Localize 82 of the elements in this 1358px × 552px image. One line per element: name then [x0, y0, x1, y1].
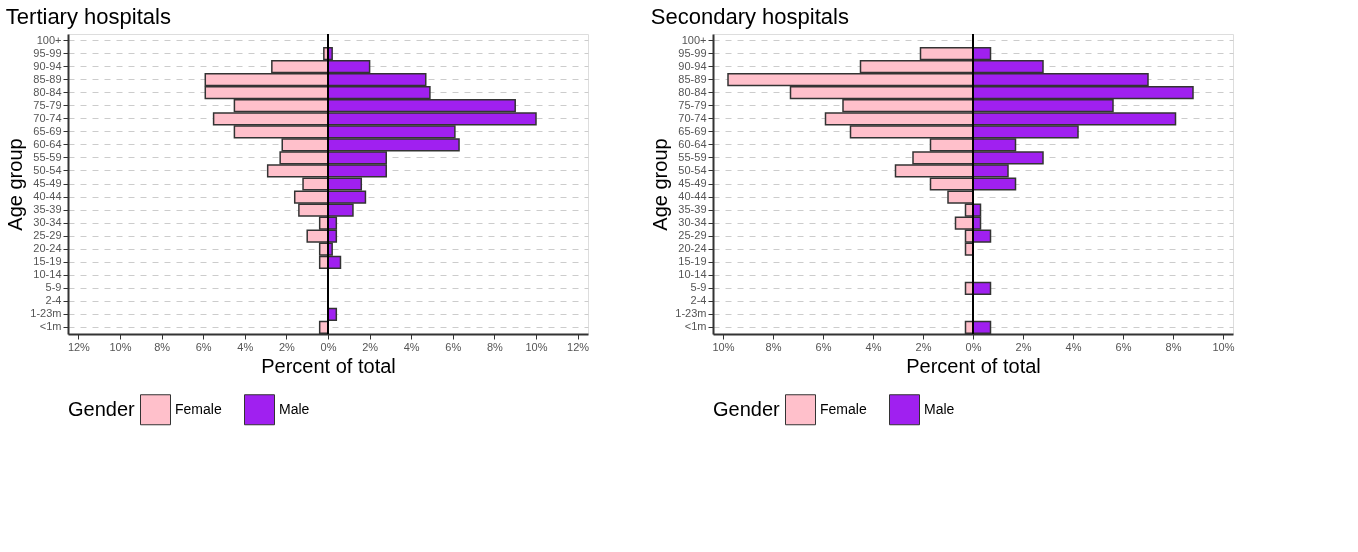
- x-tick-label: 4%: [403, 340, 420, 353]
- x-tick-label: 12%: [67, 340, 91, 353]
- y-axis-title: Age group: [649, 138, 672, 231]
- y-tick-label: 95-99: [33, 46, 62, 59]
- y-tick-label: 80-84: [678, 85, 707, 98]
- y-tick-label: 50-54: [33, 163, 62, 176]
- y-tick-label: 50-54: [678, 163, 707, 176]
- y-tick-label: 100+: [681, 33, 707, 46]
- y-tick-label: 30-34: [33, 216, 62, 229]
- y-tick-label: 65-69: [33, 124, 62, 137]
- y-tick-label: 2-4: [690, 294, 707, 307]
- x-tick-label: 2%: [278, 340, 296, 353]
- legend-label: Female: [175, 400, 222, 417]
- x-tick-label: 0%: [320, 340, 337, 353]
- x-tick-label: 2%: [1015, 340, 1032, 353]
- chart-title: Tertiary hospitals: [5, 4, 171, 29]
- y-tick-label: 100+: [36, 33, 62, 46]
- chart-title: Secondary hospitals: [650, 4, 849, 29]
- y-tick-label: 10-14: [678, 268, 707, 281]
- x-tick-label: 6%: [445, 340, 462, 353]
- x-axis-title: Percent of total: [906, 354, 1041, 377]
- y-tick-label: 90-94: [33, 59, 62, 72]
- y-tick-label: 2-4: [45, 294, 62, 307]
- y-tick-label: 75-79: [678, 98, 707, 111]
- y-tick-label: 15-19: [678, 255, 707, 268]
- x-tick-label: 4%: [237, 340, 254, 353]
- y-tick-label: 40-44: [33, 190, 62, 203]
- x-tick-label: 10%: [525, 340, 548, 353]
- legend-label: Female: [820, 400, 867, 417]
- x-tick-label: 6%: [1115, 340, 1132, 353]
- y-tick-label: 15-19: [33, 255, 62, 268]
- x-axis-title: Percent of total: [261, 354, 396, 377]
- y-tick-label: 25-29: [33, 229, 62, 242]
- x-tick-label: 8%: [1165, 340, 1182, 353]
- x-tick-label: 0%: [965, 340, 982, 353]
- y-tick-label: 20-24: [678, 242, 707, 255]
- y-tick-label: 55-59: [678, 150, 707, 163]
- y-tick-label: 85-89: [33, 72, 62, 85]
- x-tick-label: 12%: [567, 340, 590, 353]
- x-tick-label: 8%: [486, 340, 504, 353]
- y-tick-label: 30-34: [678, 216, 707, 229]
- y-tick-label: 10-14: [33, 268, 62, 281]
- x-tick-label: 4%: [1065, 340, 1082, 353]
- y-axis-title: Age group: [4, 138, 27, 231]
- y-tick-label: 20-24: [33, 242, 62, 255]
- y-tick-label: 85-89: [678, 72, 707, 85]
- legend-title: Gender: [713, 398, 781, 420]
- y-tick-label: 95-99: [678, 46, 707, 59]
- y-tick-label: 45-49: [678, 177, 707, 189]
- y-tick-label: 60-64: [33, 137, 62, 150]
- x-tick-label: 4%: [865, 340, 882, 353]
- y-tick-label: 25-29: [678, 229, 707, 242]
- y-tick-label: 1-23m: [30, 307, 62, 320]
- y-tick-label: <1m: [684, 320, 707, 333]
- y-tick-label: 1-23m: [675, 307, 707, 320]
- y-tick-label: 45-49: [33, 177, 62, 189]
- legend-title: Gender: [68, 398, 136, 420]
- y-tick-label: 80-84: [33, 85, 62, 98]
- y-tick-label: 65-69: [678, 124, 707, 137]
- x-tick-label: 6%: [195, 340, 212, 353]
- x-tick-label: 6%: [815, 340, 832, 353]
- y-tick-label: 35-39: [33, 203, 62, 216]
- y-tick-label: 5-9: [690, 281, 707, 294]
- y-tick-label: 35-39: [678, 203, 707, 216]
- x-tick-label: 8%: [765, 340, 782, 353]
- x-tick-label: 8%: [154, 340, 171, 353]
- y-tick-label: 5-9: [45, 281, 62, 294]
- y-tick-label: 60-64: [678, 137, 707, 150]
- y-tick-label: 70-74: [33, 111, 62, 124]
- x-tick-label: 2%: [362, 340, 379, 353]
- legend-label: Male: [279, 400, 310, 417]
- x-tick-label: 2%: [915, 340, 932, 353]
- y-tick-label: 40-44: [678, 190, 707, 203]
- x-tick-label: 10%: [712, 340, 735, 353]
- x-tick-label: 10%: [109, 340, 132, 353]
- y-tick-label: 90-94: [678, 59, 707, 72]
- y-tick-label: 75-79: [33, 98, 62, 111]
- legend-label: Male: [924, 400, 955, 417]
- y-tick-label: 55-59: [33, 150, 62, 163]
- y-tick-label: 70-74: [678, 111, 707, 124]
- y-tick-label: <1m: [39, 320, 62, 333]
- x-tick-label: 10%: [1212, 340, 1235, 353]
